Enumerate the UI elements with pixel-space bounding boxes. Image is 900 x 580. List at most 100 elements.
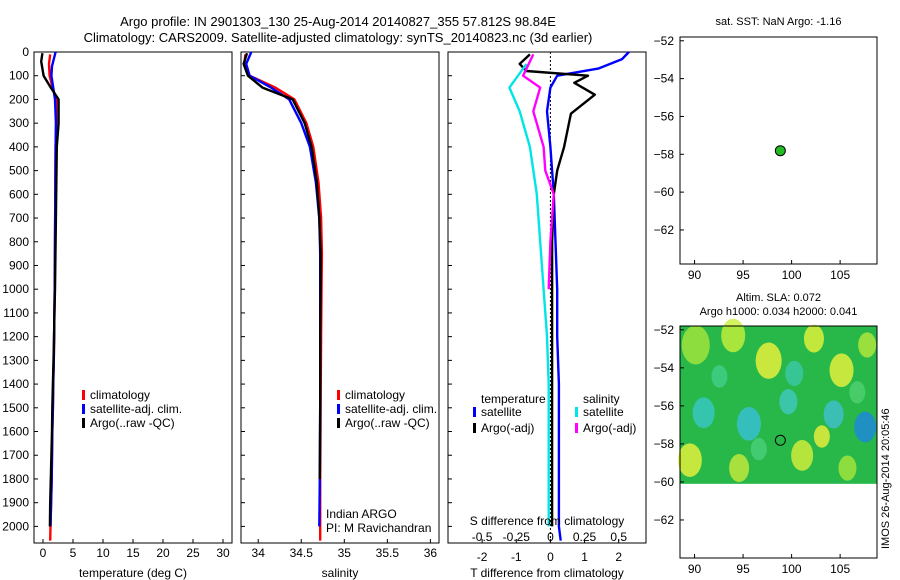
sst-map-ytick-label: −60 [654,185,675,199]
sst-map-ytick-label: −54 [654,72,675,86]
salinity-xtick-label: 34 [252,546,266,560]
argo-position-marker [774,434,786,446]
difference-xtick-label: 1 [581,550,588,564]
salinity-difference-tick-label: 0 [547,530,554,544]
difference-legend-label: satellite [583,405,624,419]
salinity-difference-axis-label: S difference from climatology [470,514,625,528]
salinity-legend-label: satellite-adj. clim. [345,402,437,416]
sla-map-xtick-label: 100 [782,562,802,576]
temperature-xtick-label: 15 [126,546,140,560]
sla-field-anomaly [721,318,746,353]
salinity-axis-label: salinity [322,566,359,580]
sla-field-anomaly [813,425,830,448]
temperature-panel: 0 5 10 15 20 25 300100200300400500600700800900… [2,45,233,580]
salinity-xtick-label: 35 [338,546,352,560]
sst-map-xtick-label: 100 [782,268,802,282]
sla-field-anomaly [750,437,767,461]
salinity-difference-tick-label: -0.25 [503,530,531,544]
sla-map-ytick-label: −54 [654,361,675,375]
temperature-xtick-label: 25 [186,546,200,560]
depth-ytick-label: 900 [9,258,29,272]
credit-pi: PI: M Ravichandran [326,521,431,535]
temperature-xtick-label: 30 [216,546,230,560]
salinity-difference-tick-label: 0.25 [573,530,597,544]
temperature-xtick-label: 20 [156,546,170,560]
temperature-xtick-label: 0 [40,546,47,560]
sla-field-anomaly [858,332,877,358]
depth-ytick-label: 1400 [2,377,29,391]
difference-legend-label: satellite [481,405,522,419]
sst-map-frame [679,36,878,265]
depth-ytick-label: 800 [9,235,29,249]
sst-map-ytick-label: −56 [654,109,675,123]
sla-map-xtick-label: 95 [736,562,750,576]
salinity-difference-tick-label: 0.5 [610,530,627,544]
depth-ytick-label: 1200 [2,330,29,344]
difference-xtick-label: 0 [547,550,554,564]
sst-map-ytick-label: −58 [654,147,675,161]
sst-map-title: sat. SST: NaN Argo: -1.16 [716,16,842,28]
salinity-line-argo-raw-qc [242,52,322,480]
temperature-legend-label: satellite-adj. clim. [90,402,182,416]
depth-ytick-label: 1800 [2,472,29,486]
sla-field-anomaly [791,440,814,471]
sla-field-anomaly [785,360,804,386]
sla-field-anomaly [854,411,877,443]
temperature-legend-label: climatology [90,388,150,402]
difference-legend-swatch [473,407,476,417]
difference-xtick-label: -1 [511,550,522,564]
depth-ytick-label: 2000 [2,519,29,533]
temperature-difference-axis-label: T difference from climatology [470,566,624,580]
sla-map-title: Altim. SLA: 0.072 [736,292,821,304]
depth-ytick-label: 100 [9,69,29,83]
depth-ytick-label: 400 [9,140,29,154]
difference-legend-title: salinity [583,392,620,406]
depth-ytick-label: 300 [9,116,29,130]
header-line-1: Argo profile: IN 2901303_130 25-Aug-2014… [120,14,556,29]
sla-field-anomaly [677,443,702,477]
sla-field-anomaly [711,365,728,388]
argo-position-marker [774,145,786,157]
difference-line-salinity-argo-adj [521,53,555,290]
sst-map-xtick-label: 95 [736,268,750,282]
credit-institution: Indian ARGO [326,507,397,521]
temperature-xtick-label: 10 [96,546,110,560]
depth-ytick-label: 1000 [2,282,29,296]
sla-field-anomaly [779,389,798,415]
temperature-xtick-label: 5 [70,546,77,560]
temperature-frame [33,51,233,544]
salinity-xtick-label: 34.5 [290,546,314,560]
depth-ytick-label: 500 [9,164,29,178]
salinity-line-climatology [243,54,324,541]
sla-map-subtitle: Argo h1000: 0.034 h2000: 0.041 [700,306,858,318]
salinity-panel: 34 34.5 35 35.5 36 salinity climatologysatelli… [240,51,440,580]
sst-map-xtick-label: 105 [830,268,850,282]
difference-xtick-label: -2 [477,550,488,564]
temperature-axis-label: temperature (deg C) [79,566,187,580]
sla-field-anomaly [755,342,782,379]
sla-field-anomaly [729,454,750,483]
header-line-2: Climatology: CARS2009. Satellite-adjuste… [84,30,593,45]
salinity-legend-swatch [337,390,340,400]
salinity-legend-swatch [337,404,340,414]
temperature-legend-label: Argo(..raw -QC) [90,416,175,430]
sla-field-anomaly [838,455,857,481]
difference-legend-label: Argo(-adj) [583,421,636,435]
sla-map-ytick-label: −60 [654,475,675,489]
salinity-line-satellite-adj-clim [244,51,322,527]
sla-map-xtick-label: 90 [688,562,702,576]
salinity-frame [240,51,440,544]
sst-map-xtick-label: 90 [688,268,702,282]
sla-field-anomaly [736,407,761,441]
sla-map-panel: 90 95 100 105 −52 −54 −56 −58 −60 −62 Altim. SLA: … [654,292,878,576]
difference-frame [447,51,647,544]
sla-field-anomaly [823,400,844,429]
difference-legend-swatch [473,423,476,433]
sst-map-panel: 90 95 100 105 −52 −54 −56 −58 −60 −62 sat. SST: Na… [654,16,878,282]
depth-ytick-label: 600 [9,187,29,201]
temperature-legend-swatch [82,390,85,400]
temperature-legend-swatch [82,418,85,428]
depth-ytick-label: 1300 [2,353,29,367]
difference-legend-swatch [575,423,578,433]
